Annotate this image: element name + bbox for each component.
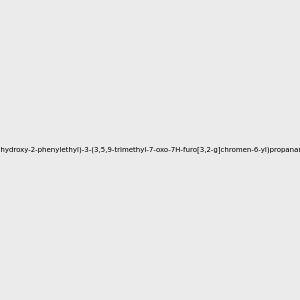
Text: N-(2-hydroxy-2-phenylethyl)-3-(3,5,9-trimethyl-7-oxo-7H-furo[3,2-g]chromen-6-yl): N-(2-hydroxy-2-phenylethyl)-3-(3,5,9-tri…	[0, 147, 300, 153]
